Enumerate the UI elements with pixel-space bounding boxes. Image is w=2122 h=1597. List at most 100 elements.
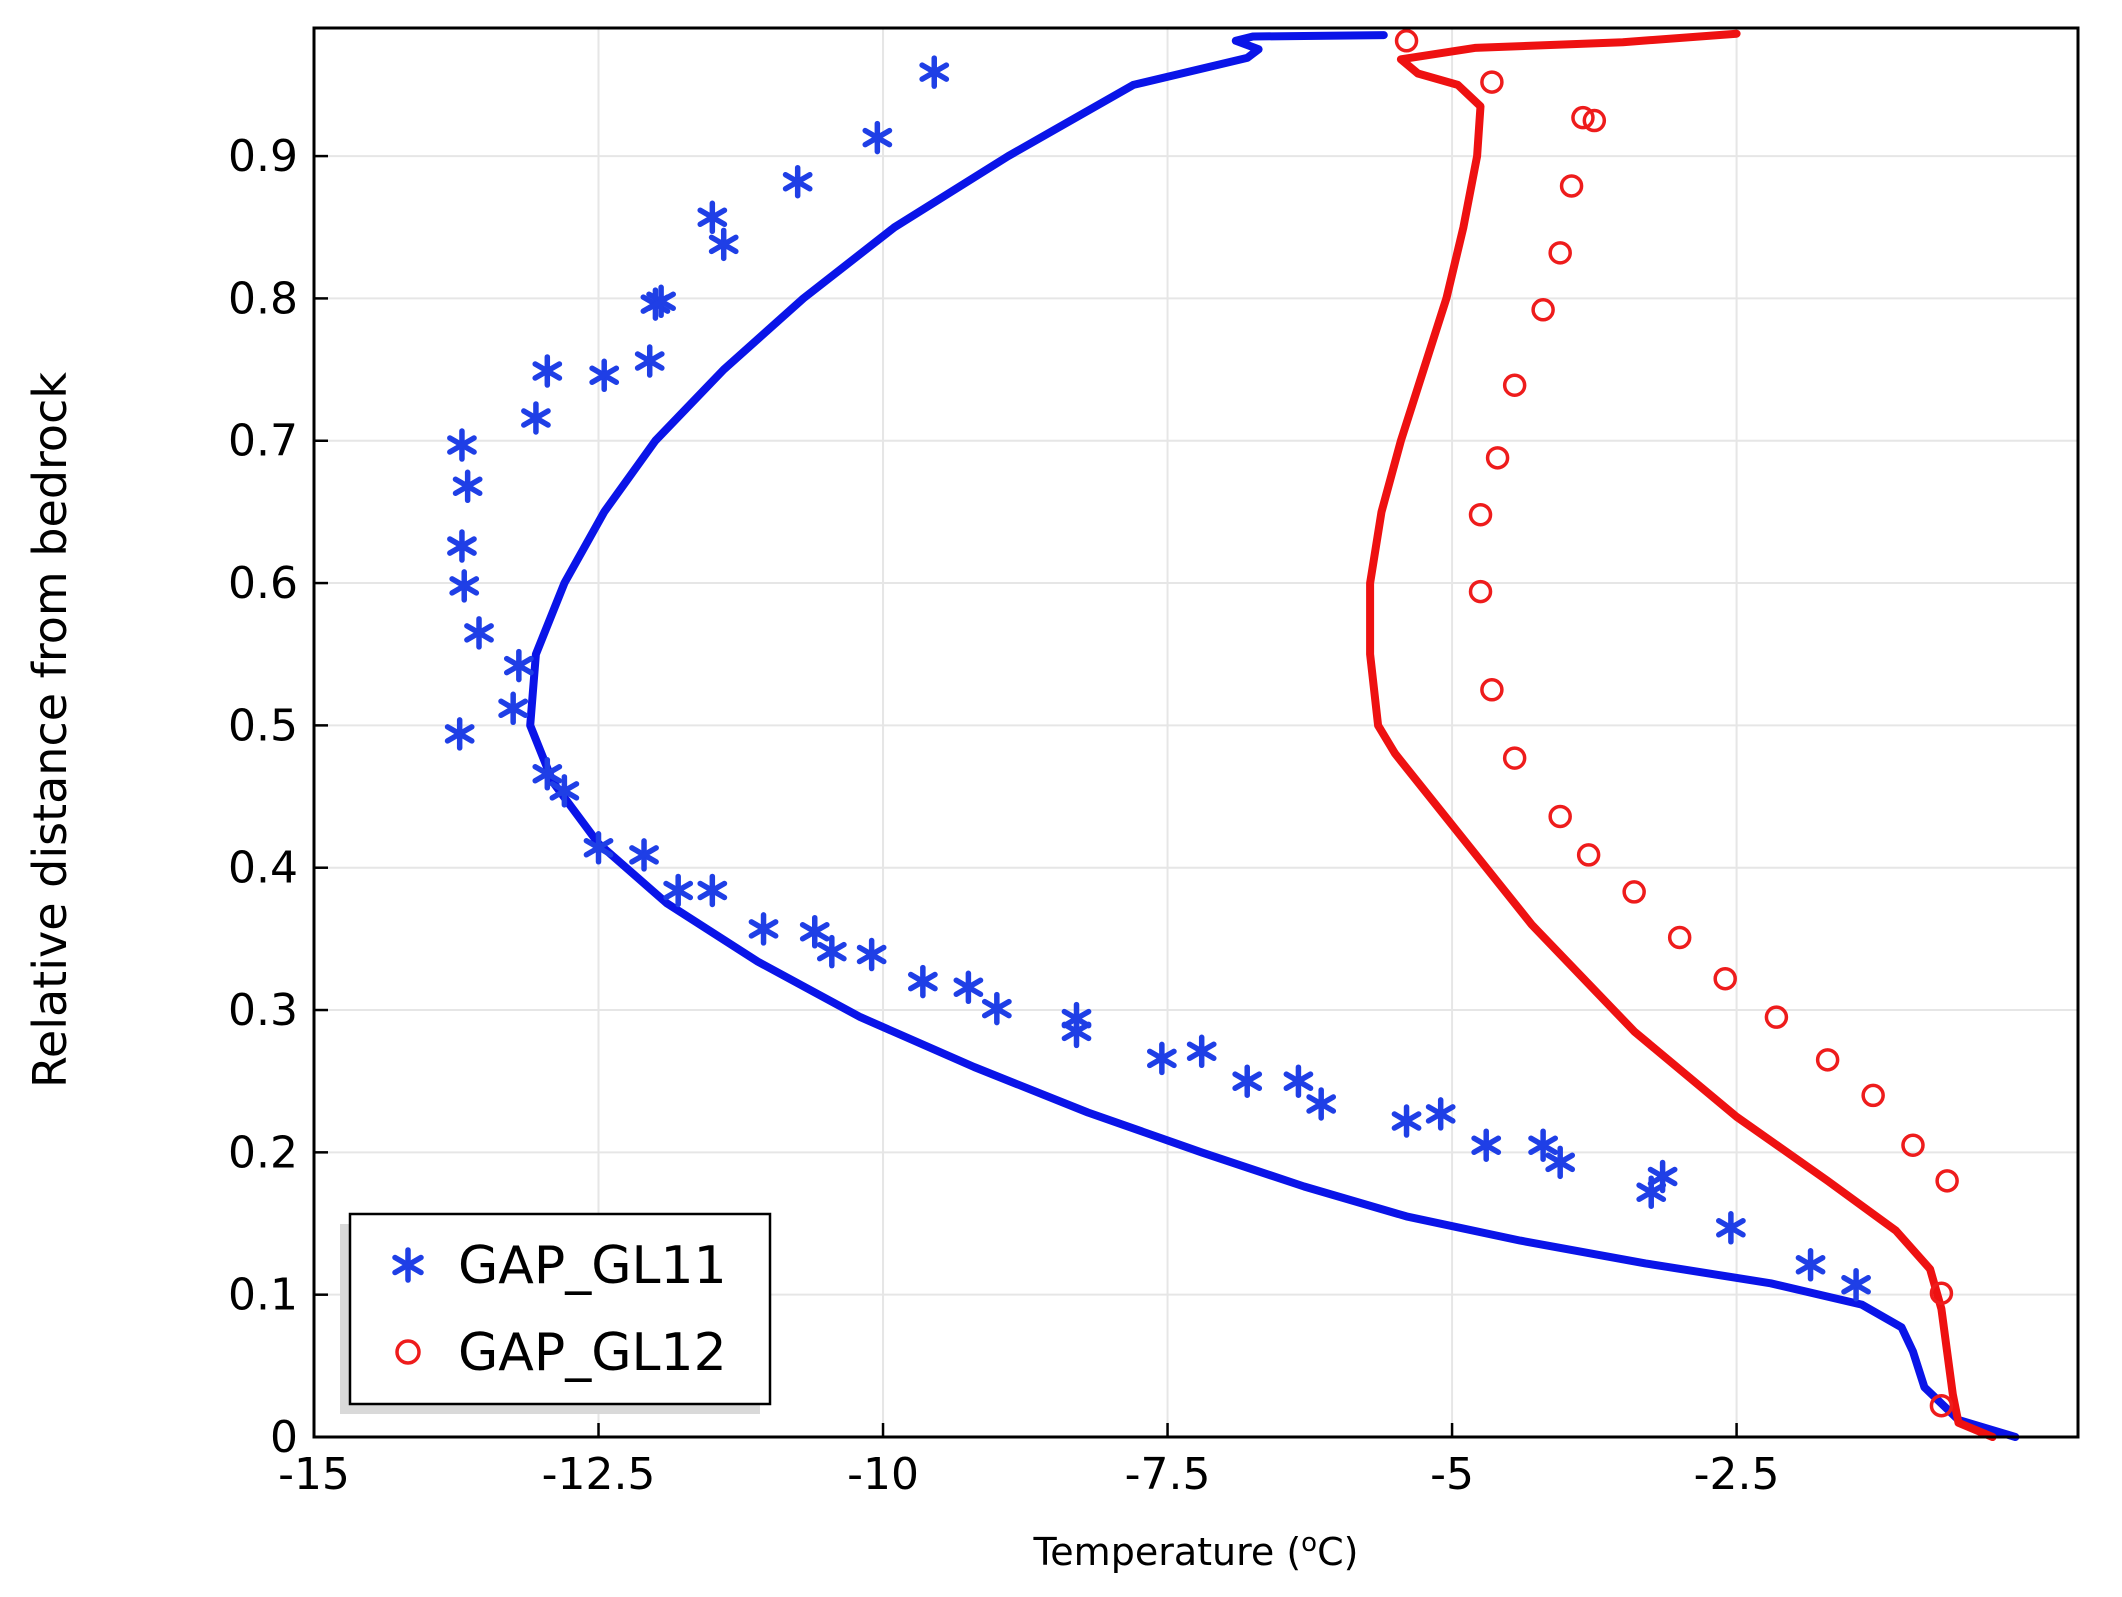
data-point-asterisk <box>1232 1064 1263 1098</box>
data-point-circle <box>1861 1083 1885 1108</box>
data-point-asterisk <box>1425 1097 1456 1131</box>
data-point-asterisk <box>1186 1034 1217 1069</box>
data-point-asterisk <box>498 691 529 726</box>
data-point-asterisk <box>1471 1128 1502 1162</box>
data-point-asterisk <box>782 164 813 199</box>
data-point-asterisk <box>532 354 563 388</box>
data-point-asterisk <box>816 934 847 969</box>
data-point-asterisk <box>646 284 676 319</box>
data-point-asterisk <box>1795 1248 1826 1282</box>
data-point-asterisk <box>1716 1211 1746 1245</box>
data-point-circle <box>1815 1048 1840 1072</box>
plot-area <box>314 28 2078 1437</box>
legend-label-gap-gl12: GAP_GL12 <box>458 1323 727 1383</box>
y-tick-label: 0.5 <box>228 700 298 751</box>
data-point-asterisk <box>708 227 739 262</box>
x-tick-label: -15 <box>278 1449 350 1500</box>
data-point-asterisk <box>953 970 984 1005</box>
data-point-circle <box>1929 1281 1954 1306</box>
data-point-circle <box>1480 70 1504 94</box>
x-tick-label: -7.5 <box>1125 1449 1211 1500</box>
y-tick-label: 0.1 <box>228 1270 298 1321</box>
legend-circle <box>395 1339 421 1365</box>
data-point-asterisk <box>1306 1087 1337 1121</box>
data-point-asterisk <box>697 873 728 908</box>
data-point-asterisk <box>663 873 694 908</box>
data-point-asterisk <box>503 648 534 683</box>
data-point-asterisk <box>1146 1041 1177 1076</box>
data-point-asterisk <box>532 757 563 791</box>
y-tick-label: 0.9 <box>228 131 298 182</box>
data-point-asterisk <box>1283 1064 1314 1098</box>
y-tick-label: 0.6 <box>228 558 298 609</box>
data-point-circle <box>1901 1133 1925 1157</box>
data-point-asterisk <box>1545 1145 1576 1180</box>
y-axis-title: Relative distance from bedrock <box>23 372 77 1088</box>
data-point-circle <box>1582 108 1607 133</box>
x-axis-title-superscript: o <box>1301 1528 1317 1558</box>
data-point-circle <box>1468 579 1493 604</box>
x-axis-title-text: Temperature ( <box>1033 1530 1302 1574</box>
plot-frame <box>312 26 2080 1439</box>
data-point-asterisk <box>444 717 475 751</box>
legend-label-gap-gl11: GAP_GL11 <box>458 1236 727 1296</box>
data-point-asterisk <box>589 358 620 393</box>
data-point-asterisk <box>1528 1128 1558 1162</box>
data-point-asterisk <box>1391 1104 1422 1138</box>
legend-marker-circle <box>395 1339 421 1365</box>
data-point-asterisk <box>447 428 477 462</box>
x-tick-label: -10 <box>847 1449 919 1500</box>
data-point-circle <box>1571 105 1595 130</box>
legend-box <box>348 1212 772 1406</box>
data-point-circle <box>1502 746 1527 770</box>
y-tick-labels: 0 0.1 0.2 0.3 0.4 0.5 0.6 0.7 0.8 0.9 <box>228 131 298 1463</box>
data-point-circle <box>1622 880 1646 904</box>
legend-asterisk <box>392 1247 424 1283</box>
legend-marker-asterisk <box>392 1247 424 1283</box>
model-line <box>1366 29 1997 1441</box>
legend: GAP_GL11 GAP_GL12 <box>340 1212 772 1414</box>
x-tick-label: -12.5 <box>542 1449 656 1500</box>
model-line <box>526 31 2020 1441</box>
x-tick-label: -5 <box>1430 1449 1474 1500</box>
data-point-circle <box>1485 446 1510 470</box>
model-lines <box>526 29 2020 1441</box>
data-point-circle <box>1667 925 1692 950</box>
data-point-asterisk <box>634 344 665 378</box>
data-point-circle <box>1394 29 1419 53</box>
data-point-circle <box>1713 966 1737 991</box>
data-point-asterisk <box>907 964 938 999</box>
y-tick-label: 0.7 <box>228 416 298 467</box>
x-axis-title-unit: C) <box>1317 1530 1358 1574</box>
data-point-circle <box>1935 1169 1959 1193</box>
data-markers <box>444 29 1959 1418</box>
y-tick-label: 0 <box>270 1412 298 1463</box>
data-point-circle <box>1480 678 1504 702</box>
data-point-circle <box>1548 241 1572 265</box>
data-point-asterisk <box>1841 1267 1871 1302</box>
data-point-asterisk <box>1061 1014 1092 1049</box>
y-tick-label: 0.4 <box>228 843 298 894</box>
data-point-asterisk <box>521 401 551 435</box>
data-point-circle <box>1764 1005 1789 1029</box>
data-point-circle <box>1929 1393 1954 1418</box>
data-point-asterisk <box>748 912 779 946</box>
data-point-circle <box>1548 804 1572 829</box>
data-point-asterisk <box>697 200 728 235</box>
data-point-asterisk <box>919 55 950 89</box>
data-point-asterisk <box>447 529 477 563</box>
tick-marks <box>312 154 1738 1439</box>
data-point-asterisk <box>452 469 483 504</box>
y-tick-label: 0.3 <box>228 985 298 1036</box>
x-tick-labels: -15 -12.5 -10 -7.5 -5 -2.5 <box>278 1449 1779 1500</box>
data-point-asterisk <box>449 569 480 603</box>
data-point-circle <box>1559 174 1584 198</box>
data-point-asterisk <box>981 991 1012 1026</box>
data-point-circle <box>1502 373 1527 397</box>
data-point-asterisk <box>862 120 893 155</box>
data-point-asterisk <box>583 831 614 865</box>
y-tick-label: 0.2 <box>228 1127 298 1178</box>
data-point-asterisk <box>629 838 659 872</box>
x-axis-title: Temperature (oC) <box>1033 1528 1359 1574</box>
